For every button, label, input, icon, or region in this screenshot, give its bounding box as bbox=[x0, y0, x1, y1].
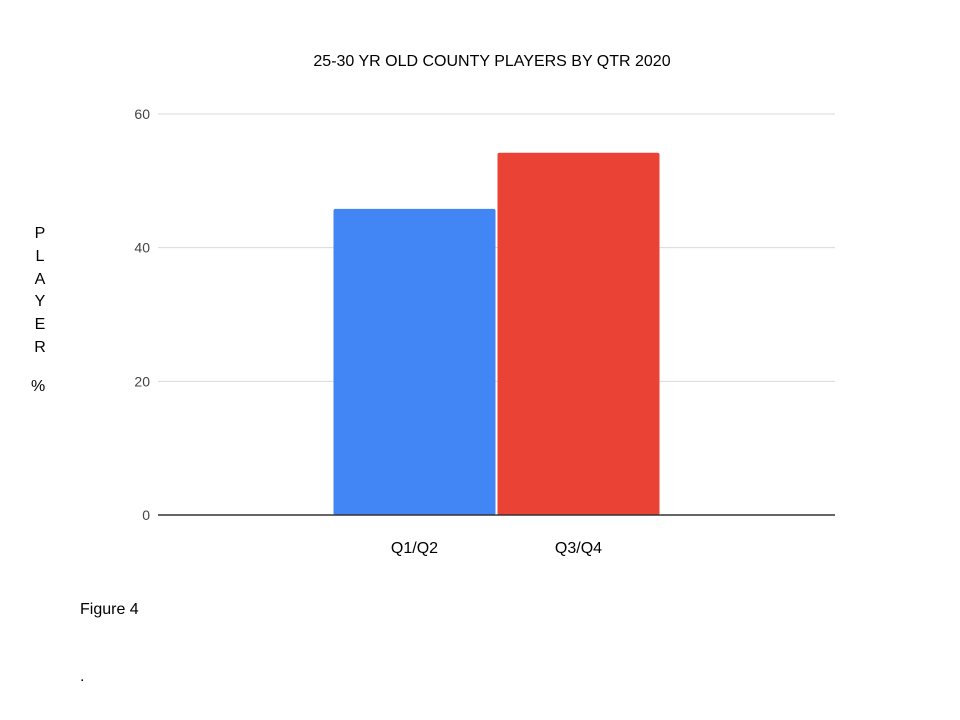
y-axis-label-letter: E bbox=[34, 316, 46, 334]
bars bbox=[333, 152, 660, 516]
x-tick-labels: Q1/Q2 Q3/Q4 bbox=[391, 540, 602, 557]
y-axis-label-letter: Y bbox=[34, 293, 46, 311]
y-axis-label-letter: P bbox=[34, 225, 46, 242]
x-tick-label: Q1/Q2 bbox=[391, 540, 438, 557]
y-axis-unit: % bbox=[31, 378, 46, 395]
y-tick-label: 20 bbox=[134, 373, 150, 389]
trailing-dot: . bbox=[80, 668, 85, 685]
y-tick-label: 60 bbox=[134, 106, 150, 122]
bar-q1-q2 bbox=[333, 208, 496, 516]
y-axis-label-letter: R bbox=[34, 338, 46, 356]
y-axis-label-letter: A bbox=[34, 270, 46, 288]
bar-q3-q4 bbox=[497, 152, 660, 515]
y-axis-label-letter: L bbox=[35, 247, 45, 265]
y-tick-label: 40 bbox=[134, 240, 150, 256]
y-tick-labels: 0 20 40 60 bbox=[134, 106, 150, 523]
chart-title: 25-30 YR OLD COUNTY PLAYERS BY QTR 2020 bbox=[313, 53, 670, 70]
y-axis-label: P L A Y E R bbox=[30, 223, 50, 360]
x-tick-label: Q3/Q4 bbox=[555, 540, 602, 557]
gridlines bbox=[158, 113, 835, 382]
figure-caption: Figure 4 bbox=[80, 601, 139, 618]
y-tick-label: 0 bbox=[142, 507, 150, 523]
